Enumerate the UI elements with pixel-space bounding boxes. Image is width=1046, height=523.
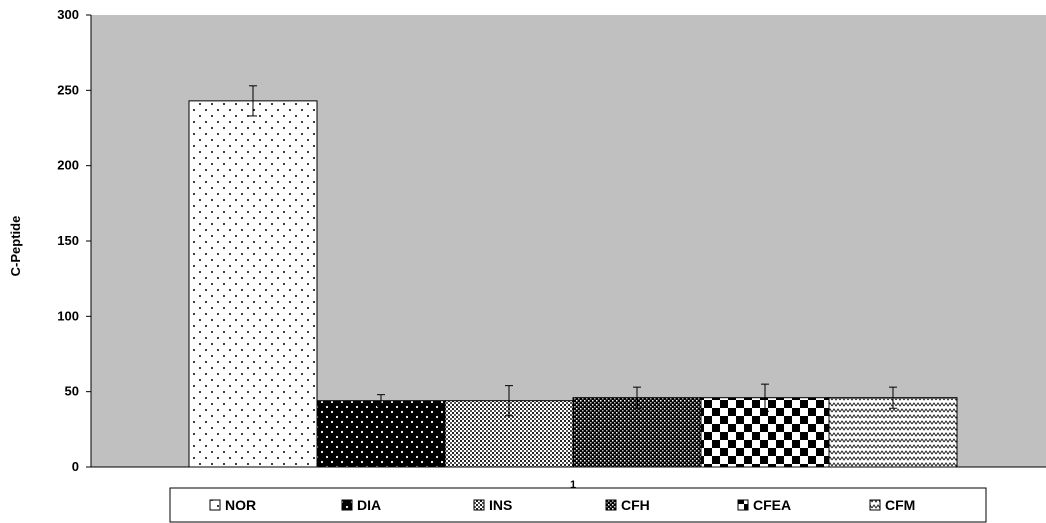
legend: NOR DIA INS CFH CFEA CFM [169,487,987,523]
y-tick-label: 200 [57,158,79,173]
y-tick-label: 300 [57,7,79,22]
bars [188,100,958,468]
legend-label-cfm: CFM [885,497,915,513]
legend-swatch-nor [209,499,221,511]
y-tick-label: 100 [57,308,79,323]
bar-cfh [572,397,702,468]
legend-swatch-ins [473,499,485,511]
legend-label-nor: NOR [225,497,256,513]
legend-label-cfh: CFH [621,497,650,513]
legend-label-ins: INS [489,497,512,513]
legend-label-dia: DIA [357,497,381,513]
legend-swatch-cfm [869,499,881,511]
legend-swatch-cfea [737,499,749,511]
y-axis: 0 50 100 150 200 250 300 [57,7,92,474]
legend-swatch-cfh [605,499,617,511]
legend-swatch-dia [341,499,353,511]
legend-label-cfea: CFEA [753,497,791,513]
y-tick-label: 50 [65,384,79,399]
y-tick-label: 250 [57,82,79,97]
y-tick-label: 150 [57,233,79,248]
bar-dia [316,400,446,468]
x-axis: 1 [91,466,1046,491]
x-tick-label: 1 [570,479,576,491]
bar-nor [188,100,318,468]
y-axis-title: C-Peptide [8,216,23,277]
error-bars [249,85,897,417]
legend-box [169,487,987,523]
y-tick-label: 0 [72,459,79,474]
